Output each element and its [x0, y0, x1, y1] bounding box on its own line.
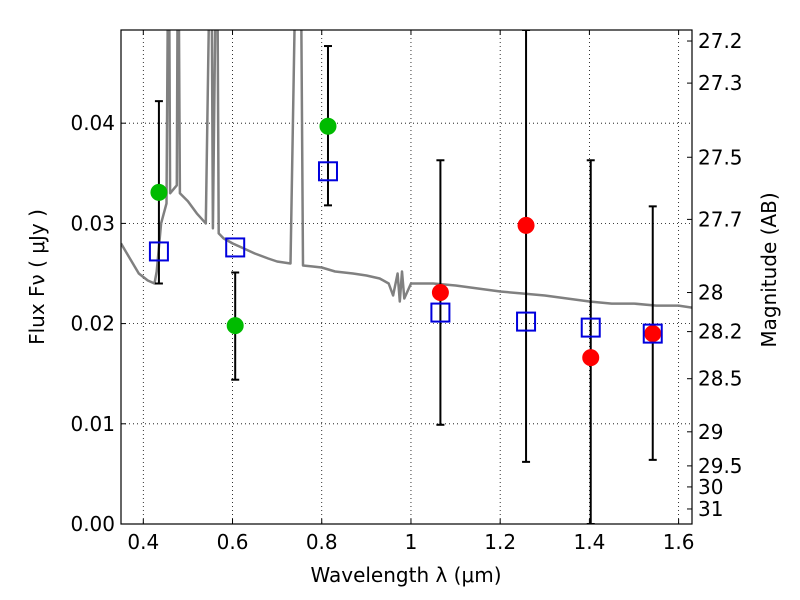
x-tick-label: 0.8	[306, 530, 338, 554]
right-tick-label: 27.3	[698, 71, 743, 95]
y-axis-label: Flux Fν ( μJy )	[25, 209, 49, 345]
model-spectrum	[121, 30, 692, 309]
right-axis-label: Magnitude (AB)	[757, 192, 781, 347]
errorbars	[154, 30, 657, 524]
model-box-point	[580, 317, 601, 338]
model-box-point	[148, 241, 169, 262]
right-tick-label: 31	[698, 497, 723, 521]
x-tick-label: 0.4	[127, 530, 159, 554]
plot-frame	[120, 29, 693, 525]
right-tick-label: 30	[698, 475, 723, 499]
axis-ticks: 0.4 0.6 0.8 1 1.2 1.4 1.6 0.00 0.01 0.02 0.03 0.04 2…	[70, 29, 742, 554]
y-tick-label: 0.02	[70, 312, 115, 336]
x-tick-label: 1.2	[484, 530, 516, 554]
model-box-point	[516, 311, 537, 332]
y-tick-label: 0.01	[70, 412, 115, 436]
green-point	[226, 317, 244, 335]
right-tick-label: 28.5	[698, 367, 743, 391]
red-point	[582, 349, 600, 367]
x-axis-label: Wavelength λ (μm)	[310, 563, 501, 587]
y-tick-label: 0.00	[70, 512, 115, 536]
right-tick-label: 28	[698, 281, 723, 305]
green-point	[150, 183, 168, 201]
model-spectrum-line	[121, 30, 692, 309]
x-tick-label: 1.4	[573, 530, 605, 554]
right-tick-label: 29.5	[698, 454, 743, 478]
right-tick-label: 27.2	[698, 29, 743, 53]
right-tick-label: 27.7	[698, 207, 743, 231]
red-point	[517, 216, 535, 234]
green-point	[319, 117, 337, 135]
red-point	[644, 325, 662, 343]
y-tick-label: 0.04	[70, 111, 115, 135]
model-box-point	[642, 323, 663, 344]
model-box-point	[317, 161, 338, 182]
y-tick-label: 0.03	[70, 211, 115, 235]
right-tick-label: 27.5	[698, 145, 743, 169]
model-box-point	[225, 237, 246, 258]
right-tick-label: 28.2	[698, 320, 743, 344]
x-tick-label: 0.6	[217, 530, 249, 554]
red-point	[431, 284, 449, 302]
markers	[148, 117, 663, 367]
model-box-point	[430, 302, 451, 323]
x-tick-label: 1.6	[663, 530, 695, 554]
right-tick-label: 29	[698, 420, 723, 444]
x-tick-label: 1	[405, 530, 418, 554]
